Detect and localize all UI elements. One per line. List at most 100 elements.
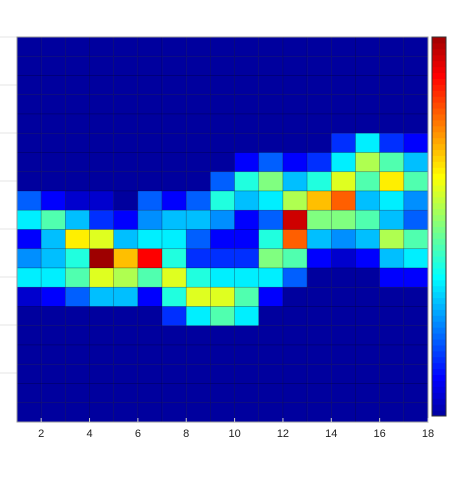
cell — [258, 267, 284, 288]
cell — [65, 248, 90, 269]
cell — [161, 248, 187, 269]
cell — [185, 402, 211, 423]
cell — [113, 344, 139, 365]
cell — [330, 152, 356, 173]
cell — [113, 286, 139, 307]
cell — [137, 363, 163, 384]
cell — [355, 344, 380, 365]
cell — [161, 36, 187, 57]
colorbar-step — [432, 72, 446, 79]
cell — [210, 209, 235, 230]
cell — [210, 267, 235, 288]
cell — [185, 132, 211, 153]
cell — [65, 113, 90, 134]
colorbar-step — [432, 267, 446, 275]
cell — [113, 229, 139, 250]
cell — [306, 190, 332, 211]
cell — [185, 229, 211, 250]
colorbar-step — [432, 273, 446, 281]
cell — [234, 248, 260, 269]
cell — [306, 248, 332, 269]
colorbar-step — [432, 96, 446, 103]
cell — [137, 152, 163, 173]
cell — [137, 248, 163, 269]
cell — [282, 171, 308, 192]
colorbar-step — [432, 339, 446, 346]
cell — [185, 36, 211, 57]
cell — [185, 113, 211, 134]
cell — [379, 363, 405, 384]
cell — [306, 209, 332, 230]
cell — [185, 344, 211, 365]
cell — [137, 55, 163, 76]
colorbar-step — [432, 155, 446, 162]
cell — [185, 75, 211, 96]
cell — [113, 248, 139, 269]
cell — [379, 113, 405, 134]
cell — [306, 132, 332, 153]
cell — [258, 55, 284, 76]
cell — [258, 286, 284, 307]
cell — [40, 267, 66, 288]
cell — [379, 171, 405, 192]
cell — [137, 132, 163, 153]
cell — [89, 229, 115, 250]
cell — [330, 402, 356, 423]
cell — [65, 325, 90, 346]
cell — [258, 229, 284, 250]
cell — [89, 171, 115, 192]
cell — [403, 113, 429, 134]
cell — [282, 152, 308, 173]
cell — [16, 190, 42, 211]
cell — [210, 190, 235, 211]
x-tick-label: 2 — [38, 428, 44, 440]
cell — [355, 55, 380, 76]
cell — [210, 363, 235, 384]
cell — [306, 36, 332, 57]
cell — [16, 286, 42, 307]
cell — [40, 286, 66, 307]
cell — [210, 132, 235, 153]
colorbar-step — [432, 291, 446, 299]
cell — [234, 94, 260, 115]
colorbar-step — [432, 374, 446, 381]
colorbar-step — [432, 131, 446, 139]
colorbar-step — [432, 54, 446, 62]
cell — [403, 209, 429, 230]
cell — [137, 113, 163, 134]
colorbar-step — [432, 84, 446, 91]
cell — [282, 267, 308, 288]
cell — [403, 286, 429, 307]
cell — [282, 75, 308, 96]
cell — [355, 402, 380, 423]
cell — [306, 325, 332, 346]
cell — [16, 132, 42, 153]
cell — [210, 229, 235, 250]
colorbar-step — [432, 410, 446, 417]
cell — [210, 383, 235, 404]
cell — [355, 325, 380, 346]
cell — [89, 363, 115, 384]
cell — [282, 363, 308, 384]
cell — [113, 190, 139, 211]
cell — [137, 306, 163, 327]
cell — [161, 55, 187, 76]
cell — [330, 383, 356, 404]
cell — [403, 171, 429, 192]
cell — [89, 190, 115, 211]
colorbar — [431, 36, 447, 417]
cell — [330, 267, 356, 288]
cell — [161, 209, 187, 230]
colorbar-step — [432, 190, 446, 198]
cell — [65, 209, 90, 230]
colorbar-step — [432, 185, 446, 192]
x-tick-label: 18 — [422, 428, 434, 440]
cell — [258, 383, 284, 404]
cell — [137, 402, 163, 423]
cell — [113, 152, 139, 173]
cell — [355, 306, 380, 327]
cell — [185, 306, 211, 327]
cell — [355, 267, 380, 288]
cell — [89, 132, 115, 153]
cell — [40, 36, 66, 57]
